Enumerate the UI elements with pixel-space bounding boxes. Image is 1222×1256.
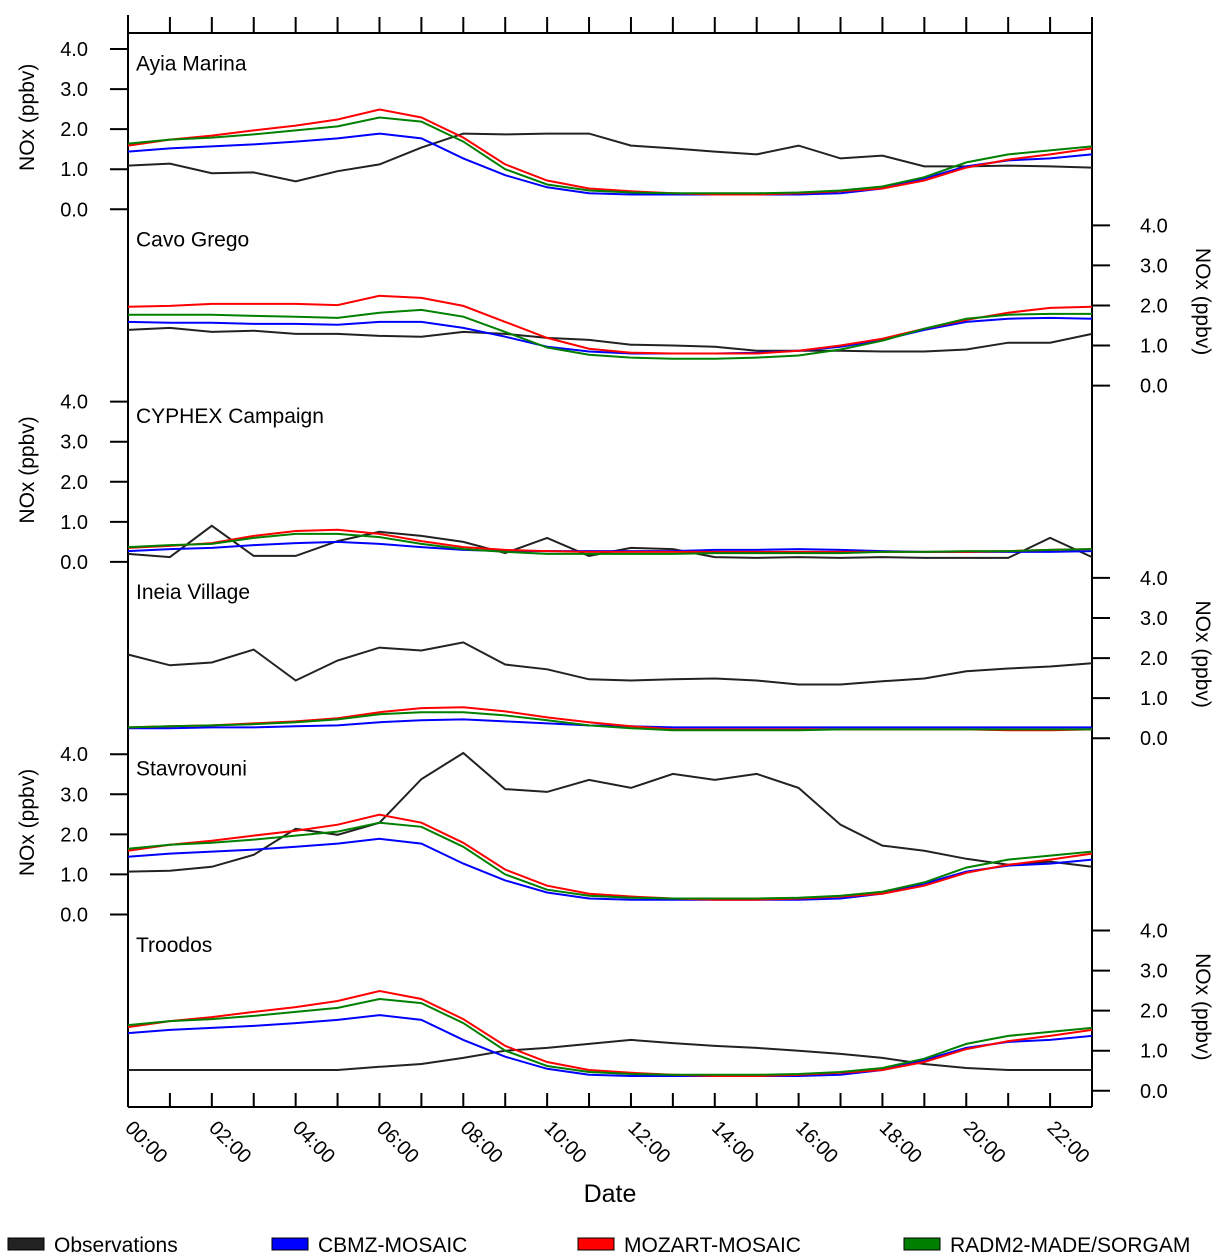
- x-tick-label: 12:00: [623, 1117, 674, 1168]
- series-line: [127, 528, 1093, 553]
- series-line: [127, 540, 1093, 553]
- y-tick-label: 2.0: [1140, 648, 1168, 670]
- series-line: [127, 989, 1093, 1077]
- y-tick-label: 1.0: [1140, 688, 1168, 710]
- series-line: [127, 997, 1093, 1076]
- y-tick-label: 2.0: [60, 119, 88, 141]
- legend-label: Observations: [54, 1234, 178, 1256]
- x-tick-label: 04:00: [288, 1117, 339, 1168]
- y-tick-label: 2.0: [1140, 295, 1168, 317]
- y-tick-label: 4.0: [1140, 568, 1168, 590]
- legend-swatch: [271, 1237, 309, 1251]
- series-line: [127, 132, 1093, 183]
- series-line: [127, 108, 1093, 196]
- x-tick-label: 02:00: [204, 1117, 255, 1168]
- x-axis-title: Date: [584, 1180, 637, 1208]
- y-tick-label: 4.0: [60, 392, 88, 414]
- series-line: [127, 751, 1093, 873]
- x-tick-label: 16:00: [791, 1117, 842, 1168]
- series-line: [127, 813, 1093, 901]
- y-axis-title: NOx (ppbv): [16, 769, 39, 876]
- panel-title: CYPHEX Campaign: [136, 405, 324, 428]
- y-tick-label: 4.0: [1140, 921, 1168, 943]
- panel-title: Ayia Marina: [136, 52, 247, 75]
- y-tick-label: 1.0: [60, 512, 88, 534]
- x-tick-label: 14:00: [707, 1117, 758, 1168]
- y-tick-label: 1.0: [1140, 1041, 1168, 1063]
- series-line: [127, 532, 1093, 555]
- panel-title: Troodos: [136, 934, 212, 957]
- y-tick-label: 1.0: [60, 159, 88, 181]
- panel-title: Ineia Village: [136, 581, 250, 604]
- y-tick-label: 4.0: [1140, 215, 1168, 237]
- y-axis-title: NOx (ppbv): [1191, 248, 1214, 355]
- series-line: [127, 132, 1093, 196]
- y-tick-label: 3.0: [1140, 255, 1168, 277]
- y-tick-label: 4.0: [60, 744, 88, 766]
- y-tick-label: 1.0: [60, 864, 88, 886]
- y-tick-label: 3.0: [60, 79, 88, 101]
- x-tick-label: 22:00: [1043, 1117, 1094, 1168]
- legend-label: CBMZ-MOSAIC: [318, 1234, 467, 1256]
- series-line: [127, 641, 1093, 686]
- y-tick-label: 1.0: [1140, 336, 1168, 358]
- x-tick-label: 08:00: [456, 1117, 507, 1168]
- y-tick-label: 3.0: [60, 432, 88, 454]
- y-tick-label: 0.0: [60, 552, 88, 574]
- series-line: [127, 326, 1093, 353]
- x-tick-label: 20:00: [959, 1117, 1010, 1168]
- x-tick-label: 18:00: [875, 1117, 926, 1168]
- legend-label: RADM2-MADE/SORGAM: [950, 1234, 1190, 1256]
- y-axis-title: NOx (ppbv): [1191, 601, 1214, 708]
- x-tick-label: 00:00: [120, 1117, 171, 1168]
- y-tick-label: 0.0: [1140, 376, 1168, 398]
- series-line: [127, 711, 1092, 732]
- y-tick-label: 3.0: [60, 784, 88, 806]
- series-line: [127, 1014, 1093, 1077]
- panel-title: Cavo Grego: [136, 229, 249, 252]
- panel-title: Stavrovouni: [136, 758, 247, 781]
- y-tick-label: 3.0: [1140, 961, 1168, 983]
- legend-swatch: [577, 1237, 615, 1251]
- y-tick-label: 0.0: [1140, 1081, 1168, 1103]
- y-axis-title: NOx (ppbv): [1191, 953, 1214, 1060]
- y-tick-label: 2.0: [60, 472, 88, 494]
- y-tick-label: 2.0: [60, 824, 88, 846]
- y-tick-label: 0.0: [60, 905, 88, 927]
- y-axis-title: NOx (ppbv): [16, 416, 39, 523]
- y-tick-label: 3.0: [1140, 608, 1168, 630]
- series-line: [127, 116, 1093, 195]
- y-tick-label: 0.0: [1140, 728, 1168, 750]
- y-axis-title: NOx (ppbv): [16, 64, 39, 171]
- y-tick-label: 0.0: [60, 199, 88, 221]
- legend-swatch: [903, 1237, 941, 1251]
- series-line: [127, 837, 1093, 901]
- x-tick-label: 10:00: [540, 1117, 591, 1168]
- y-tick-label: 4.0: [60, 39, 88, 61]
- x-tick-label: 06:00: [372, 1117, 423, 1168]
- series-line: [127, 316, 1093, 355]
- series-line: [128, 1038, 1092, 1071]
- series-line: [128, 308, 1092, 360]
- legend-swatch: [7, 1237, 45, 1251]
- legend-label: MOZART-MOSAIC: [624, 1234, 801, 1256]
- series-line: [127, 821, 1093, 900]
- y-tick-label: 2.0: [1140, 1001, 1168, 1023]
